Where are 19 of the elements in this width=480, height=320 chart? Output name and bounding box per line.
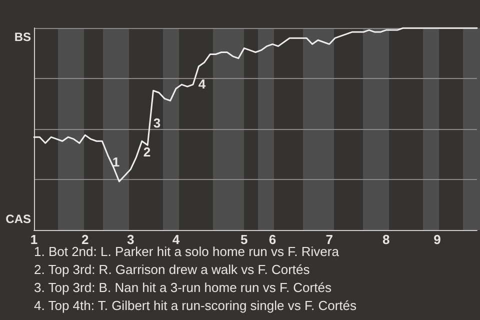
x-tick-label: 7 — [326, 232, 333, 247]
text: 3. Top 3rd: B. Nan hit a 3-run home run vs F. Cortés — [34, 280, 332, 295]
x-tick-label: 6 — [268, 232, 276, 247]
x-tick-label: 4 — [172, 232, 180, 247]
text: 1. Bot 2nd: L. Parker hit a solo home run vs F. Rivera — [34, 244, 340, 259]
text: 4. Top 4th: T. Gilbert hit a run-scoring single vs F. Cortés — [34, 298, 357, 313]
text: CAS — [6, 212, 31, 226]
annotation: 3 — [153, 116, 161, 130]
x-tick-label: 1 — [30, 232, 38, 247]
text: BS — [14, 30, 31, 44]
annotation: 2 — [143, 144, 151, 160]
x-tick-label: 3 — [126, 232, 134, 247]
x-tick-label: 8 — [382, 232, 390, 247]
x-tick-label: 5 — [240, 232, 248, 247]
x-tick-label: 9 — [434, 232, 441, 247]
annotation: 1 — [112, 154, 120, 170]
x-tick-label: 2 — [82, 232, 89, 247]
annotation: 4 — [198, 76, 206, 92]
text: 2. Top 3rd: R. Garrison drew a walk vs F. Cortés — [34, 262, 310, 277]
